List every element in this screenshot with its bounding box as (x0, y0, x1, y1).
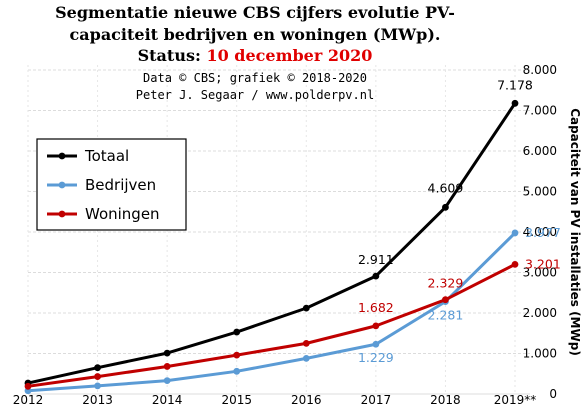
legend-marker (58, 181, 66, 189)
data-point (94, 382, 101, 390)
chart-title-line1: Segmentatie nieuwe CBS cijfers evolutie … (55, 3, 455, 22)
x-tick-label: 2012 (13, 393, 44, 407)
data-point (372, 340, 380, 348)
data-point (511, 229, 519, 237)
series-line-totaal (27, 102, 517, 385)
y-tick-label: 2.000 (523, 306, 557, 320)
credit-line2: Peter J. Segaar / www.polderpv.nl (136, 88, 374, 102)
legend-marker (58, 152, 66, 160)
x-tick-label: 2014 (152, 393, 183, 407)
data-label: 1.229 (358, 350, 394, 365)
data-label: 3.977 (525, 225, 561, 240)
data-labels: 2.911 4.609 7.178 1.229 2.281 3.977 1.682 2.329… (358, 77, 561, 365)
y-tick-label: 6.000 (523, 144, 557, 158)
y-tick-label: 7.000 (523, 104, 557, 118)
data-label: 3.201 (525, 256, 561, 271)
legend: Totaal Bedrijven Woningen (36, 138, 187, 231)
y-tick-label: 5.000 (523, 185, 557, 199)
chart-title-date: 10 december 2020 (206, 46, 372, 65)
y-tick-label: 3.000 (523, 266, 557, 280)
data-point (163, 377, 171, 385)
data-point (511, 99, 519, 107)
x-tick-label: 2017 (361, 393, 392, 407)
data-label: 1.682 (358, 300, 394, 315)
x-tick-label: 2013 (82, 393, 113, 407)
chart-title-status: Status: (138, 46, 201, 65)
data-point (24, 382, 32, 390)
data-point (372, 322, 380, 330)
data-point (302, 354, 310, 362)
legend-marker (58, 210, 66, 218)
credit-line1: Data © CBS; grafiek © 2018-2020 (143, 71, 367, 85)
data-label: 4.609 (428, 180, 464, 195)
axes: 0 1.000 2.000 3.000 4.000 5.000 6.000 7.000 8.00… (13, 63, 557, 407)
y-tick-label: 0 (549, 387, 557, 401)
y-tick-label: 4.000 (523, 225, 557, 239)
data-label: 7.178 (497, 77, 533, 92)
legend-label-totaal: Totaal (84, 147, 129, 165)
legend-label-bedrijven: Bedrijven (85, 176, 156, 194)
data-point (94, 364, 101, 372)
y-tick-label: 1.000 (523, 347, 557, 361)
data-point (233, 328, 241, 336)
legend-label-woningen: Woningen (85, 205, 160, 223)
y-axis-title: Capaciteit van PV installaties (MWp) (568, 108, 581, 356)
series-line-woningen (27, 263, 516, 388)
data-label: 2.329 (428, 276, 464, 291)
data-point (442, 296, 449, 304)
grid-lines (27, 65, 530, 395)
x-tick-label: 2016 (291, 393, 322, 407)
data-label: 2.911 (358, 252, 394, 267)
data-point (372, 272, 380, 280)
data-point (442, 203, 449, 211)
y-tick-label: 8.000 (523, 63, 557, 77)
data-point (233, 367, 241, 375)
data-point (94, 373, 101, 380)
data-label: 2.281 (428, 308, 464, 323)
series-lines (24, 99, 519, 395)
chart-title-line2: capaciteit bedrijven en woningen (MWp). (70, 25, 441, 44)
series-line-bedrijven (27, 231, 517, 393)
chart-title-line3: Status: 10 december 2020 (138, 46, 373, 65)
data-point (163, 349, 171, 357)
x-tick-label: 2015 (221, 393, 252, 407)
data-point (302, 339, 310, 347)
x-tick-label: 2018 (430, 393, 461, 407)
data-point (511, 260, 519, 268)
data-point (163, 363, 171, 370)
data-point (302, 304, 310, 312)
x-tick-label: 2019** (494, 393, 537, 407)
data-point (233, 351, 241, 359)
